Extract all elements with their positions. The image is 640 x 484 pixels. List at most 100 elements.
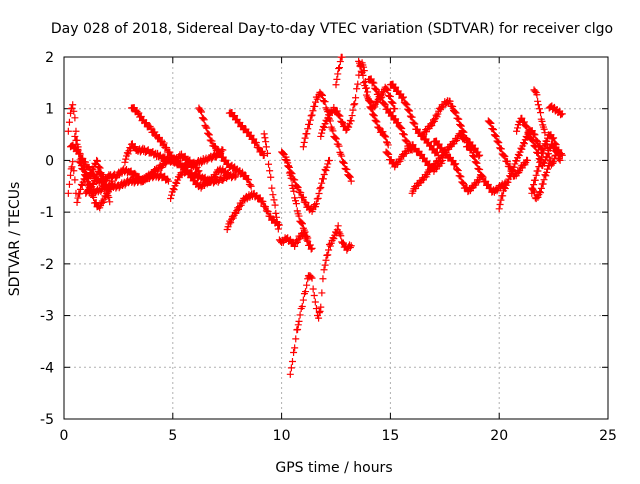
data-point <box>208 137 216 145</box>
data-point <box>384 141 392 149</box>
data-point <box>495 139 503 147</box>
data-point <box>296 311 304 319</box>
data-point <box>458 131 466 139</box>
data-point <box>312 305 320 313</box>
data-point <box>142 119 150 127</box>
data-point <box>413 125 421 133</box>
data-point <box>370 112 378 120</box>
data-point <box>70 107 78 115</box>
data-point <box>199 114 207 122</box>
data-point <box>347 117 355 125</box>
data-point <box>399 130 407 138</box>
series-arc-b <box>82 170 172 197</box>
data-point <box>540 176 548 184</box>
x-axis-label: GPS time / hours <box>275 460 392 476</box>
data-point <box>460 135 468 143</box>
data-point <box>338 152 346 160</box>
data-point <box>539 180 547 188</box>
data-point <box>64 127 72 135</box>
data-point <box>347 242 355 250</box>
data-point <box>544 143 552 151</box>
data-point <box>369 78 377 86</box>
data-point <box>383 85 391 93</box>
data-point <box>457 122 465 130</box>
data-point <box>84 178 92 186</box>
data-point <box>261 134 269 142</box>
data-point <box>536 142 544 150</box>
data-point <box>460 180 468 188</box>
data-point <box>322 256 330 264</box>
series-arc-s <box>419 97 484 160</box>
data-point <box>373 118 381 126</box>
data-point <box>399 94 407 102</box>
data-point <box>316 307 324 315</box>
data-point <box>545 153 553 161</box>
data-point <box>305 120 313 128</box>
data-point <box>286 235 294 243</box>
data-point <box>470 152 478 160</box>
data-point <box>105 193 113 201</box>
y-tick-label: 0 <box>45 153 54 169</box>
data-point <box>311 102 319 110</box>
data-point <box>383 149 391 157</box>
data-point <box>267 173 275 181</box>
data-point <box>317 303 325 311</box>
data-point <box>394 119 402 127</box>
data-point <box>510 163 518 171</box>
data-point <box>381 101 389 109</box>
data-point <box>322 167 330 175</box>
data-point <box>323 117 331 125</box>
data-point <box>317 132 325 140</box>
series-arc-h <box>260 130 312 250</box>
data-point <box>318 129 326 137</box>
x-tick-label: 5 <box>168 428 177 444</box>
data-point <box>334 70 342 78</box>
data-point <box>106 198 114 206</box>
data-point <box>552 151 560 159</box>
data-point <box>520 118 528 126</box>
data-point <box>501 152 509 160</box>
y-axis-label: SDTVAR / TECUs <box>7 182 23 297</box>
data-point <box>319 175 327 183</box>
data-point <box>297 218 305 226</box>
data-point <box>217 149 225 157</box>
data-point <box>291 344 299 352</box>
data-point <box>267 212 275 220</box>
data-point <box>308 111 316 119</box>
data-point <box>336 58 344 66</box>
data-point <box>288 357 296 365</box>
data-point <box>69 101 77 109</box>
x-tick-label: 20 <box>490 428 508 444</box>
data-point <box>351 100 359 108</box>
data-point <box>497 145 505 153</box>
data-point <box>555 146 563 154</box>
data-point <box>504 178 512 186</box>
data-point <box>478 172 486 180</box>
data-point <box>324 160 332 168</box>
data-point <box>392 115 400 123</box>
data-point <box>387 98 395 106</box>
data-point <box>307 245 315 253</box>
data-point <box>533 91 541 99</box>
data-point <box>95 163 103 171</box>
data-point <box>377 94 385 102</box>
data-point <box>537 189 545 197</box>
data-point <box>318 179 326 187</box>
data-point <box>357 67 365 75</box>
data-point <box>321 261 329 269</box>
data-point <box>526 129 534 137</box>
data-point <box>320 170 328 178</box>
data-point <box>490 126 498 134</box>
data-point <box>331 133 339 141</box>
data-point <box>474 164 482 172</box>
data-point <box>381 132 389 140</box>
data-point <box>540 159 548 167</box>
data-point <box>321 98 329 106</box>
data-point <box>384 150 392 158</box>
data-point <box>90 193 98 201</box>
data-point <box>470 153 478 161</box>
data-point <box>188 173 196 181</box>
data-point <box>333 75 341 83</box>
data-point <box>386 108 394 116</box>
data-point <box>529 137 537 145</box>
